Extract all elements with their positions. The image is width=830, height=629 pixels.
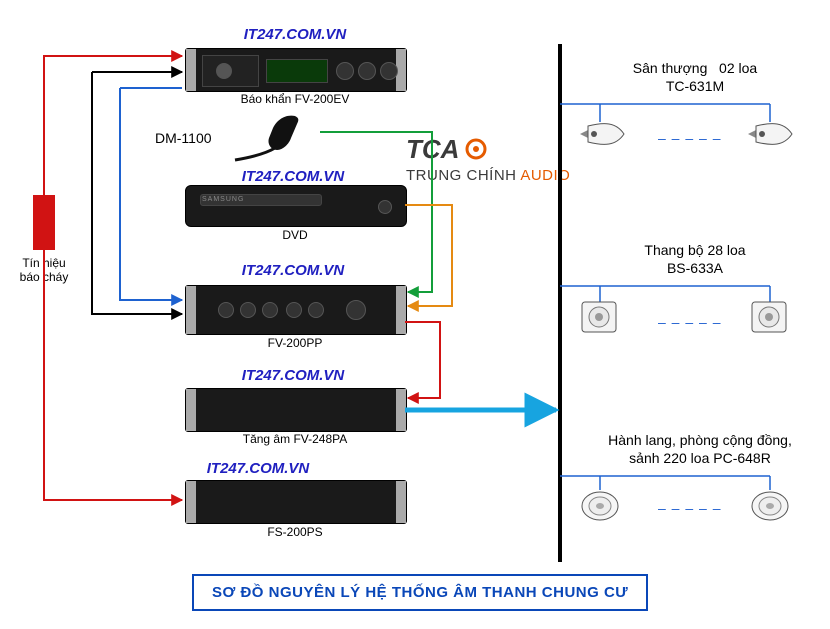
wiring xyxy=(0,0,830,629)
diagram-title: SƠ ĐỒ NGUYÊN LÝ HỆ THỐNG ÂM THANH CHUNG … xyxy=(192,574,648,611)
diagram-canvas: IT247.COM.VN IT247.COM.VN IT247.COM.VN I… xyxy=(0,0,830,629)
